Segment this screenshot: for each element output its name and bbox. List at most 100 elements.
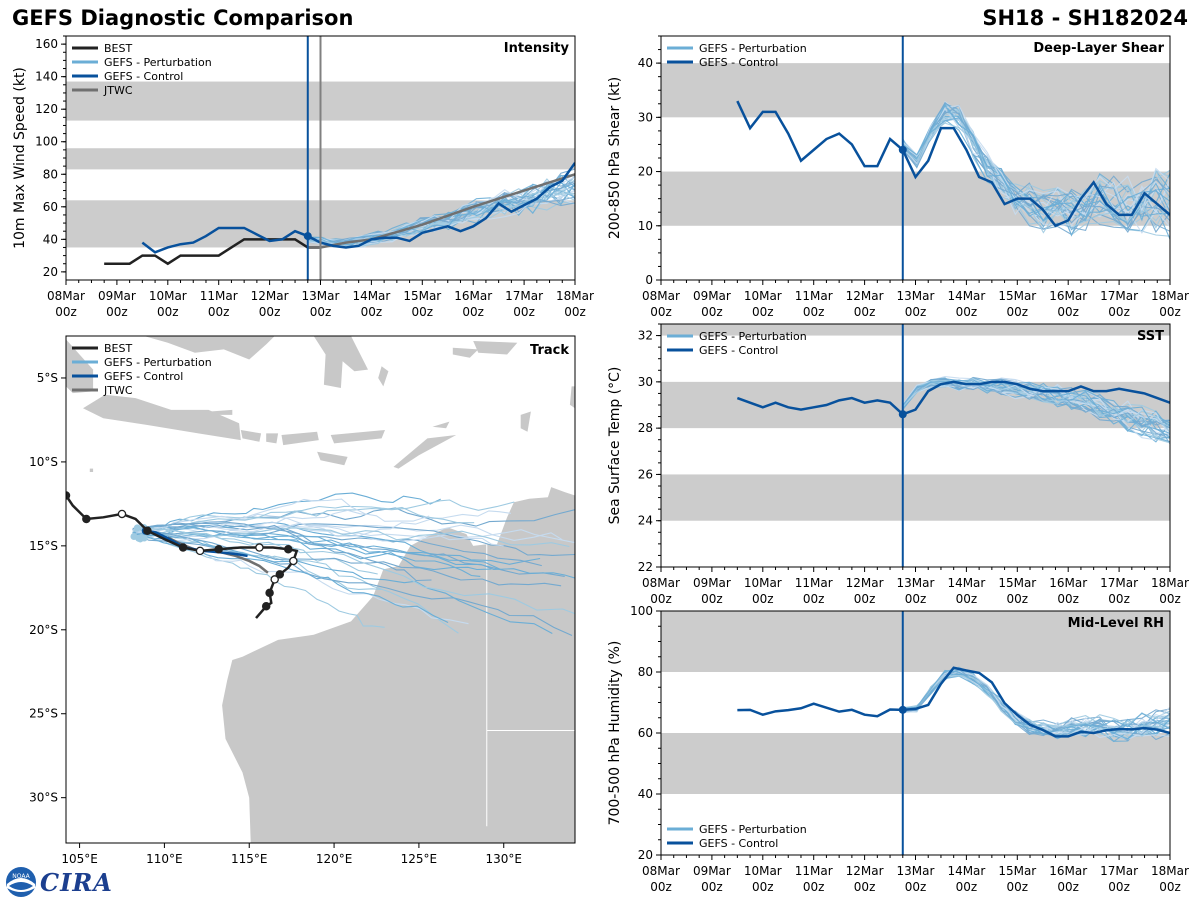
- perturbation-track-line: [133, 527, 562, 587]
- land-sumatra: [66, 339, 94, 394]
- x-tick-label-hour: 00z: [259, 305, 281, 319]
- perturbation-track-line: [137, 526, 541, 565]
- control-forecast-line: [141, 162, 575, 254]
- best-track-point: [214, 544, 223, 554]
- perturbation-track-line: [132, 526, 570, 548]
- x-tick-label-date: 16Mar: [1049, 576, 1087, 590]
- land-buton: [378, 366, 389, 387]
- y-tick-label: 120: [35, 102, 58, 116]
- best-track-point: [82, 514, 91, 524]
- control-forecast-line: [736, 100, 1170, 228]
- y-tick-label: 40: [43, 232, 58, 246]
- x-tick-label-hour: 00z: [1159, 305, 1181, 319]
- land-java: [83, 394, 241, 441]
- perturbation-member-line: [902, 114, 1170, 209]
- land-sulawesi: [313, 336, 368, 388]
- y-axis-label: 200-850 hPa Shear (kt): [607, 77, 623, 239]
- x-tick-label-date: 17Mar: [1100, 576, 1138, 590]
- x-tick-label-date: 18Mar: [556, 289, 594, 303]
- legend-label: GEFS - Perturbation: [699, 330, 807, 343]
- perturbation-member-line: [902, 384, 1170, 434]
- best-track-point: [143, 526, 152, 535]
- x-tick-label-date: 16Mar: [1049, 864, 1087, 878]
- panel-title: Intensity: [504, 41, 570, 56]
- x-tick-label-date: 09Mar: [98, 289, 136, 303]
- x-tick-label-hour: 00z: [752, 880, 774, 894]
- panel-title: SST: [1137, 329, 1164, 344]
- sst-panel: 08Mar 00z 09Mar 00z 10Mar 00z 11Mar 00z 12Mar 00z…: [607, 323, 1189, 606]
- y-tick-label: 20: [638, 848, 653, 862]
- x-tick-label-date: 12Mar: [846, 576, 884, 590]
- y-tick-label: 0: [645, 273, 653, 287]
- x-tick-label-hour: 00z: [701, 305, 723, 319]
- land-tanimbar: [520, 411, 531, 432]
- x-tick-label-hour: 00z: [752, 305, 774, 319]
- land-madura: [210, 409, 233, 415]
- panel-title: Track: [530, 343, 569, 358]
- x-tick-label-hour: 00z: [803, 880, 825, 894]
- y-tick-label: 140: [35, 70, 58, 84]
- control-forecast-line: [736, 380, 1170, 416]
- axes-frame: [65, 335, 576, 844]
- perturbation-member-line: [902, 379, 1170, 438]
- land-timor: [393, 435, 457, 469]
- x-tick-label-date: 13Mar: [897, 576, 935, 590]
- jtwc-forecast-line: [307, 173, 575, 249]
- x-tick-label-date: 14Mar: [947, 289, 985, 303]
- legend-label: BEST: [104, 42, 132, 55]
- x-tick-label-date: 09Mar: [693, 289, 731, 303]
- perturbation-track-line: [135, 524, 492, 571]
- x-tick-label-hour: 00z: [803, 305, 825, 319]
- land-wetar: [432, 421, 450, 429]
- perturbation-init-point: [133, 524, 141, 532]
- shear-panel: 08Mar 00z 09Mar 00z 10Mar 00z 11Mar 00z 12Mar 00z…: [607, 35, 1189, 319]
- x-tick-label-date: 14Mar: [947, 864, 985, 878]
- perturbation-track-line: [140, 525, 504, 547]
- legend-label: GEFS - Perturbation: [699, 823, 807, 836]
- panel-title: Mid-Level RH: [1068, 616, 1164, 631]
- y-tick-label: 30°S: [29, 791, 58, 805]
- x-tick-label-hour: 00z: [310, 305, 332, 319]
- x-tick-label-date: 10Mar: [744, 289, 782, 303]
- legend-label: JTWC: [103, 84, 133, 97]
- threshold-band: [661, 63, 1170, 118]
- x-tick-label-hour: 00z: [1108, 880, 1130, 894]
- best-track-point: [178, 543, 188, 552]
- land-sumba: [317, 451, 348, 466]
- x-tick-label-hour: 00z: [462, 305, 484, 319]
- init-point-marker: [303, 232, 312, 241]
- legend-label: GEFS - Control: [699, 837, 778, 850]
- land-christmas-island: [89, 468, 94, 472]
- x-tick-label-date: 08Mar: [642, 289, 680, 303]
- x-tick-label-hour: 00z: [956, 305, 978, 319]
- y-tick-label: 30: [638, 375, 653, 389]
- legend-label: GEFS - Control: [104, 70, 183, 83]
- threshold-band: [661, 474, 1170, 521]
- perturbation-track-line: [138, 507, 575, 530]
- perturbation-track-line: [140, 524, 575, 543]
- x-tick-label-hour: 00z: [208, 305, 230, 319]
- x-tick-label-date: 09Mar: [693, 864, 731, 878]
- best-track-point-open: [117, 509, 127, 519]
- x-tick-label-hour: 00z: [854, 592, 876, 606]
- y-tick-label: 25°S: [29, 707, 58, 721]
- x-tick-label-date: 10Mar: [744, 576, 782, 590]
- perturbation-track-line: [141, 527, 575, 615]
- best-track-point: [284, 544, 293, 554]
- y-tick-label: 22: [638, 560, 653, 574]
- land-sumbawa: [281, 431, 319, 446]
- x-tick-label-date: 11Mar: [795, 289, 833, 303]
- y-tick-label: 30: [638, 110, 653, 124]
- legend-label: BEST: [104, 342, 132, 355]
- perturbation-member-line: [902, 117, 1170, 225]
- y-tick-label: 20: [638, 165, 653, 179]
- y-tick-label: 100: [630, 604, 653, 618]
- x-tick-label-date: 12Mar: [251, 289, 289, 303]
- perturbation-member-line: [307, 181, 575, 245]
- x-tick-label-hour: 00z: [1007, 305, 1029, 319]
- best-track-point: [265, 588, 274, 598]
- perturbation-track-line: [142, 505, 475, 535]
- init-point-marker: [898, 145, 907, 154]
- x-tick-label-date: 18Mar: [1151, 289, 1189, 303]
- threshold-band: [661, 611, 1170, 672]
